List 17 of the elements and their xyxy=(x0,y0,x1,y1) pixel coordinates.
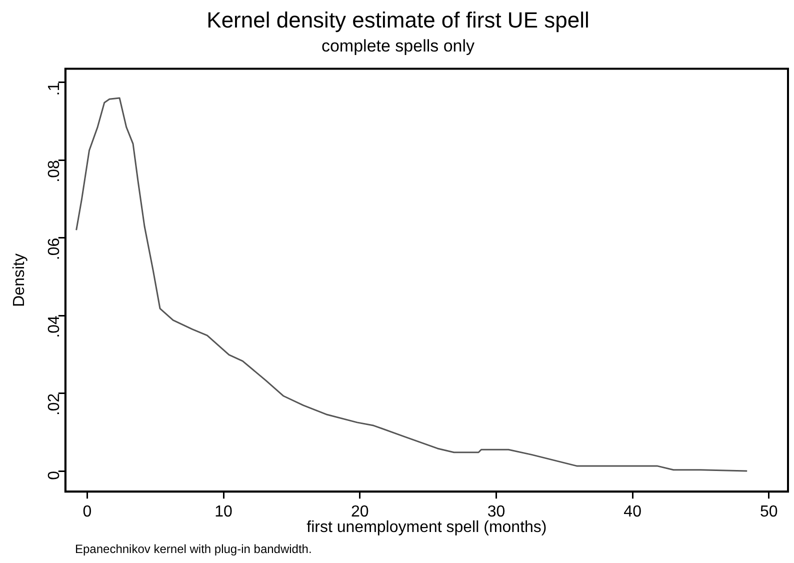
y-axis-title: Density xyxy=(11,254,28,307)
x-axis-title: first unemployment spell (months) xyxy=(306,518,547,536)
x-tick-label: 40 xyxy=(624,504,642,521)
chart-subtitle: complete spells only xyxy=(321,36,476,56)
text: Epanechnikov kernel with plug-in bandwidth. xyxy=(75,542,312,556)
y-tick-label: .02 xyxy=(46,393,63,416)
x-tick-label: 10 xyxy=(214,504,233,521)
y-tick-label: .06 xyxy=(46,238,63,260)
x-tick-label: 30 xyxy=(487,504,506,521)
x-tick-label: 0 xyxy=(82,504,92,521)
x-tick-label: 20 xyxy=(350,504,369,521)
chart-title: Kernel density estimate of first UE spell xyxy=(206,7,590,32)
y-tick-label: .08 xyxy=(46,160,63,182)
y-tick-label: .1 xyxy=(46,82,63,96)
x-tick-label: 50 xyxy=(760,504,778,521)
y-tick-label: 0 xyxy=(46,470,63,480)
y-tick-label: .04 xyxy=(46,315,63,338)
